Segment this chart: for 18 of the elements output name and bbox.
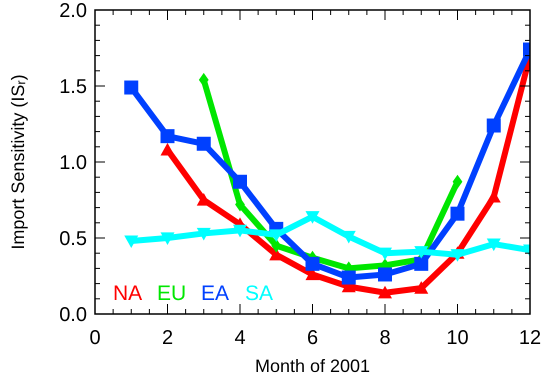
x-tick-label: 10 [446,327,469,349]
series-label: SA [245,282,274,305]
y-tick-label: 0.5 [59,228,87,250]
text: EU [157,282,186,305]
x-tick-label: 8 [379,327,391,349]
x-tick-label: 0 [89,327,101,349]
y-tick-label: 1.5 [59,76,87,98]
text: EA [201,282,230,305]
x-tick-label: 6 [306,327,318,349]
x-axis-title: Month of 2001 [254,356,370,376]
y-tick-label: 1.0 [59,152,87,174]
y-tick-label: 2.0 [59,0,87,22]
y-axis-title: Import Sensitivity (ISᵣ) [8,74,28,250]
x-tick-label: 4 [234,327,246,349]
y-tick-label: 0.0 [59,304,87,326]
x-tick-label: 2 [162,327,174,349]
x-tick-label: 12 [518,327,542,349]
text: NA [113,282,142,305]
